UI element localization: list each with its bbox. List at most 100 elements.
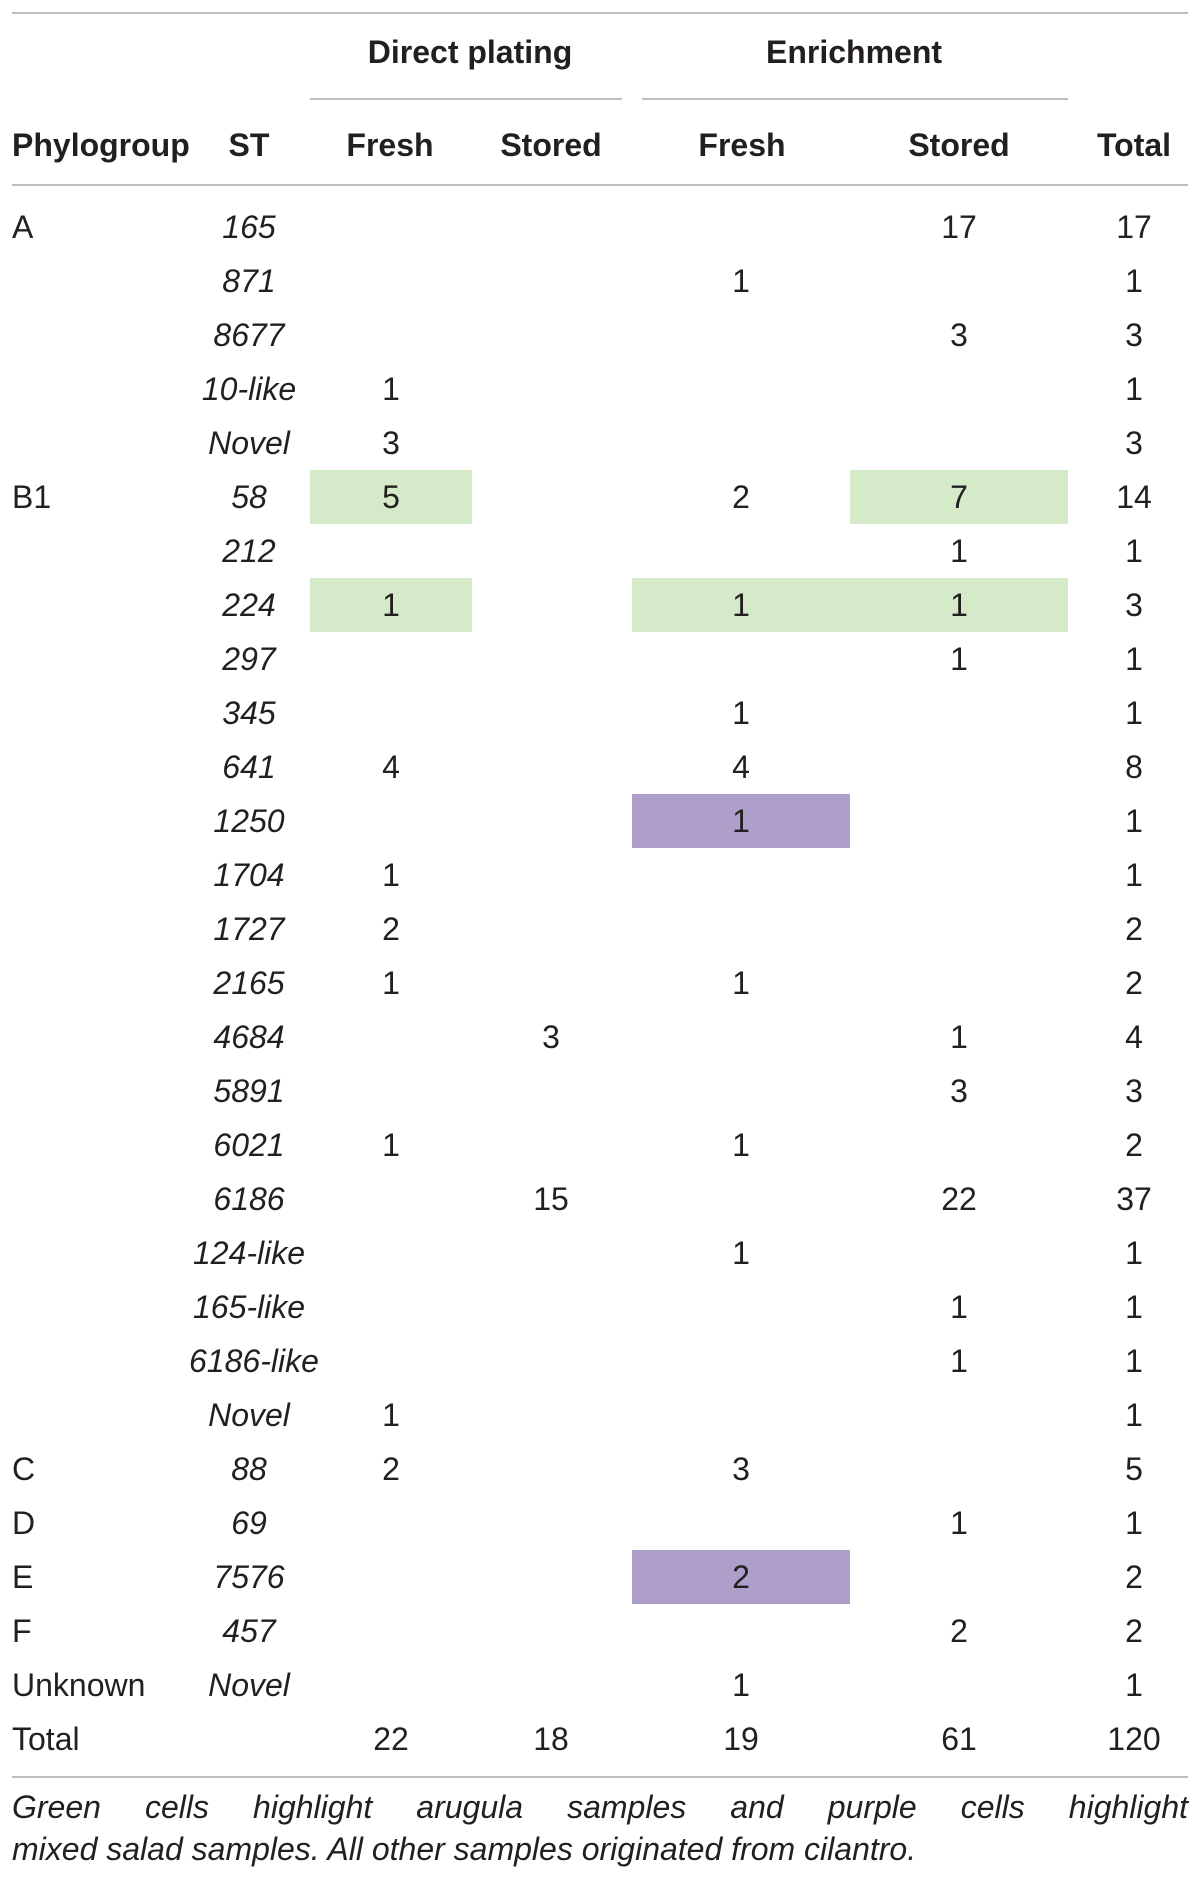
table-cell-total: 1 <box>1125 857 1143 893</box>
col-header-dp-stored: Stored <box>500 127 602 163</box>
table-cell-total: 2 <box>1125 1613 1143 1649</box>
table-cell-dp-fresh: 1 <box>382 587 400 623</box>
highlight-cell-green <box>310 578 472 632</box>
table-cell-total: 1 <box>1125 695 1143 731</box>
table-cell-total: 1 <box>1125 1505 1143 1541</box>
table-cell-en-fresh: 1 <box>732 1235 750 1271</box>
col-header-en-fresh: Fresh <box>698 127 786 163</box>
table-cell-total: 4 <box>1125 1019 1143 1055</box>
table-cell-en-stored: 2 <box>950 1613 968 1649</box>
table-cell-en-fresh: 2 <box>732 479 750 515</box>
table-cell-st: 165 <box>222 209 276 245</box>
table-cell-total: 17 <box>1116 209 1152 245</box>
table-cell-dp-stored: 3 <box>542 1019 560 1055</box>
table-cell-total: 2 <box>1125 911 1143 947</box>
table-cell-en-stored: 3 <box>950 317 968 353</box>
table-cell-st: 641 <box>222 749 276 785</box>
table-cell-total: 2 <box>1125 965 1143 1001</box>
highlight-cell-purple <box>632 794 850 848</box>
enrichment-underline <box>642 98 1068 100</box>
table-cell-total: 1 <box>1125 371 1143 407</box>
table-cell-en-stored: 1 <box>950 1505 968 1541</box>
table-cell-st: 165-like <box>192 1289 306 1325</box>
table-cell-en-stored: 1 <box>950 533 968 569</box>
highlight-cell-green <box>632 578 850 632</box>
table-cell-en-fresh: 1 <box>732 263 750 299</box>
table-cell-en-fresh: 1 <box>732 587 750 623</box>
highlight-cell-green <box>310 470 472 524</box>
table-cell-st: 871 <box>222 263 276 299</box>
table-cell-en-fresh: 1 <box>732 1667 750 1703</box>
group-header-enrichment: Enrichment <box>765 34 943 70</box>
table-cell-total: 1 <box>1125 1397 1143 1433</box>
table-cell-st: Novel <box>208 1397 290 1433</box>
table-cell-en-stored: 1 <box>950 1343 968 1379</box>
table-cell-total: 2 <box>1125 1559 1143 1595</box>
table-cell-en-fresh: 3 <box>732 1451 750 1487</box>
table-cell-en-fresh: 1 <box>732 965 750 1001</box>
table-cell-phylogroup: C <box>12 1451 36 1487</box>
table-cell-total: 37 <box>1116 1181 1152 1217</box>
table-cell-en-fresh: 2 <box>732 1559 750 1595</box>
table-cell-total: 1 <box>1125 803 1143 839</box>
table-cell-st: 124-like <box>192 1235 306 1271</box>
table-cell-en-fresh: 4 <box>732 749 750 785</box>
col-header-phylogroup: Phylogroup <box>12 127 190 163</box>
table-cell-total: 1 <box>1125 641 1143 677</box>
direct-plating-underline <box>310 98 622 100</box>
footnote-word: purple <box>827 1789 917 1825</box>
col-header-total: Total <box>1096 127 1172 163</box>
table-cell-st: 345 <box>222 695 276 731</box>
table-cell-en-stored: 1 <box>950 1019 968 1055</box>
col-header-dp-fresh: Fresh <box>346 127 434 163</box>
footnote-word: cells <box>960 1789 1025 1825</box>
footnote-word: cells <box>144 1789 209 1825</box>
table-cell-st: 6186-like <box>189 1343 319 1379</box>
table-cell-st: 1727 <box>213 911 285 947</box>
table-cell-en-fresh: 1 <box>732 803 750 839</box>
table-cell-en-stored: 61 <box>941 1721 977 1757</box>
highlight-cell-purple <box>632 1550 850 1604</box>
footnote-line-2: mixed salad samples. All other samples o… <box>12 1831 917 1867</box>
group-header-direct-plating: Direct plating <box>367 34 573 70</box>
footnote-line-1: Green cells highlight arugula samples and purp… <box>12 1786 1188 1828</box>
table-cell-phylogroup: A <box>12 209 34 245</box>
table-cell-total: 1 <box>1125 1235 1143 1271</box>
table-cell-en-stored: 7 <box>950 479 968 515</box>
table-cell-st: 224 <box>222 587 276 623</box>
table-cell-total: 3 <box>1125 587 1143 623</box>
table-cell-st: 8677 <box>213 317 285 353</box>
table-cell-st: 212 <box>222 533 276 569</box>
table-cell-dp-fresh: 22 <box>373 1721 409 1757</box>
footnote-word: highlight <box>253 1789 373 1825</box>
table-cell-dp-fresh: 1 <box>382 1397 400 1433</box>
table-cell-total: 5 <box>1125 1451 1143 1487</box>
top-rule <box>12 12 1188 14</box>
table-cell-st: 58 <box>231 479 267 515</box>
table-cell-st: Novel <box>208 1667 290 1703</box>
col-header-en-stored: Stored <box>908 127 1010 163</box>
highlight-cell-green <box>850 578 1068 632</box>
table-cell-st: 6021 <box>213 1127 285 1163</box>
table-cell-st: 7576 <box>213 1559 285 1595</box>
table-cell-dp-fresh: 5 <box>382 479 400 515</box>
table-cell-dp-stored: 18 <box>533 1721 569 1757</box>
table-cell-st: 4684 <box>213 1019 285 1055</box>
table-cell-dp-fresh: 1 <box>382 965 400 1001</box>
table-cell-st: 1704 <box>213 857 285 893</box>
footnote-word: arugula <box>416 1789 524 1825</box>
table-cell-total: 1 <box>1125 1343 1143 1379</box>
table-cell-en-fresh: 19 <box>723 1721 759 1757</box>
table-footnote: Green cells highlight arugula samples and purp… <box>12 1786 1188 1870</box>
table-cell-total: 3 <box>1125 1073 1143 1109</box>
table-cell-total: 1 <box>1125 1289 1143 1325</box>
header-rule <box>12 184 1188 186</box>
table-cell-en-stored: 1 <box>950 1289 968 1325</box>
table-cell-en-stored: 1 <box>950 641 968 677</box>
table-cell-total: 3 <box>1125 317 1143 353</box>
bottom-rule <box>12 1776 1188 1778</box>
table-cell-st: 457 <box>222 1613 276 1649</box>
footnote-word: samples <box>567 1789 687 1825</box>
table-cell-phylogroup: D <box>12 1505 36 1541</box>
table-cell-total: 1 <box>1125 1667 1143 1703</box>
